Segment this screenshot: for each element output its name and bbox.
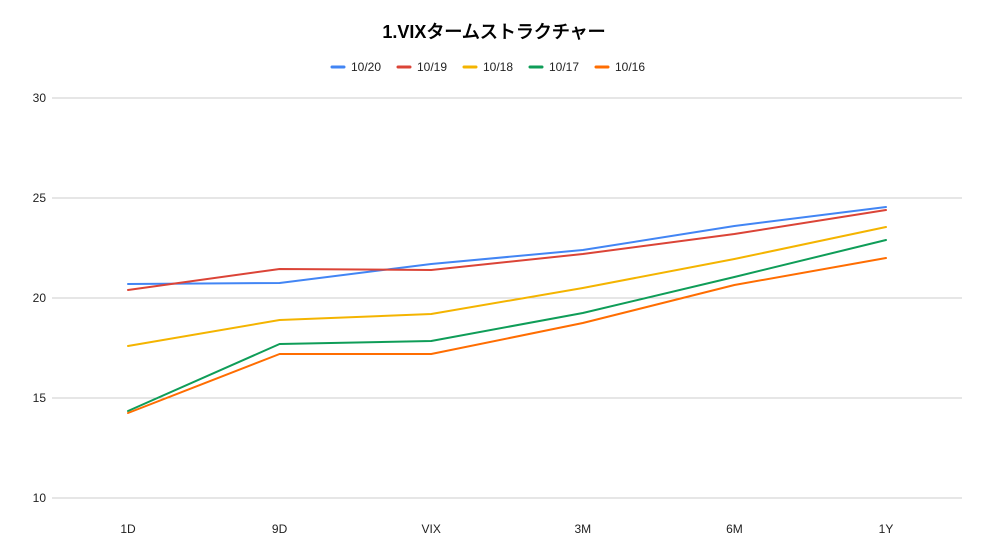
x-tick-label: 6M: [726, 522, 743, 536]
y-axis: 10 15 20 25 30: [33, 91, 47, 505]
legend-label: 10/17: [549, 60, 579, 74]
series-lines: [127, 206, 887, 414]
chart-title: 1.VIXタームストラクチャー: [382, 22, 605, 42]
y-tick-label: 10: [33, 491, 47, 505]
x-axis: 1D 9D VIX 3M 6M 1Y: [120, 522, 893, 536]
series-line-10-16: [127, 257, 887, 414]
legend-label: 10/18: [483, 60, 513, 74]
y-tick-label: 25: [33, 191, 47, 205]
series-line-10-18: [127, 226, 887, 347]
legend-item[interactable]: 10/20: [330, 60, 381, 74]
legend-item[interactable]: 10/16: [594, 60, 645, 74]
legend-item[interactable]: 10/19: [396, 60, 447, 74]
legend-item[interactable]: 10/17: [528, 60, 579, 74]
legend-item[interactable]: 10/18: [462, 60, 513, 74]
legend-label: 10/19: [417, 60, 447, 74]
x-tick-label: 1Y: [879, 522, 894, 536]
y-gridlines: [52, 97, 962, 499]
y-tick-label: 15: [33, 391, 47, 405]
x-tick-label: 1D: [120, 522, 136, 536]
legend-label: 10/16: [615, 60, 645, 74]
legend-label: 10/20: [351, 60, 381, 74]
series-line-10-19: [127, 209, 887, 291]
x-tick-label: 9D: [272, 522, 288, 536]
y-tick-label: 20: [33, 291, 47, 305]
y-tick-label: 30: [33, 91, 47, 105]
series-line-10-17: [127, 239, 887, 412]
x-tick-label: VIX: [422, 522, 441, 536]
x-tick-label: 3M: [574, 522, 591, 536]
chart-legend: 10/20 10/19 10/18 10/17 10/16: [330, 60, 645, 74]
series-line-10-20: [127, 206, 887, 285]
